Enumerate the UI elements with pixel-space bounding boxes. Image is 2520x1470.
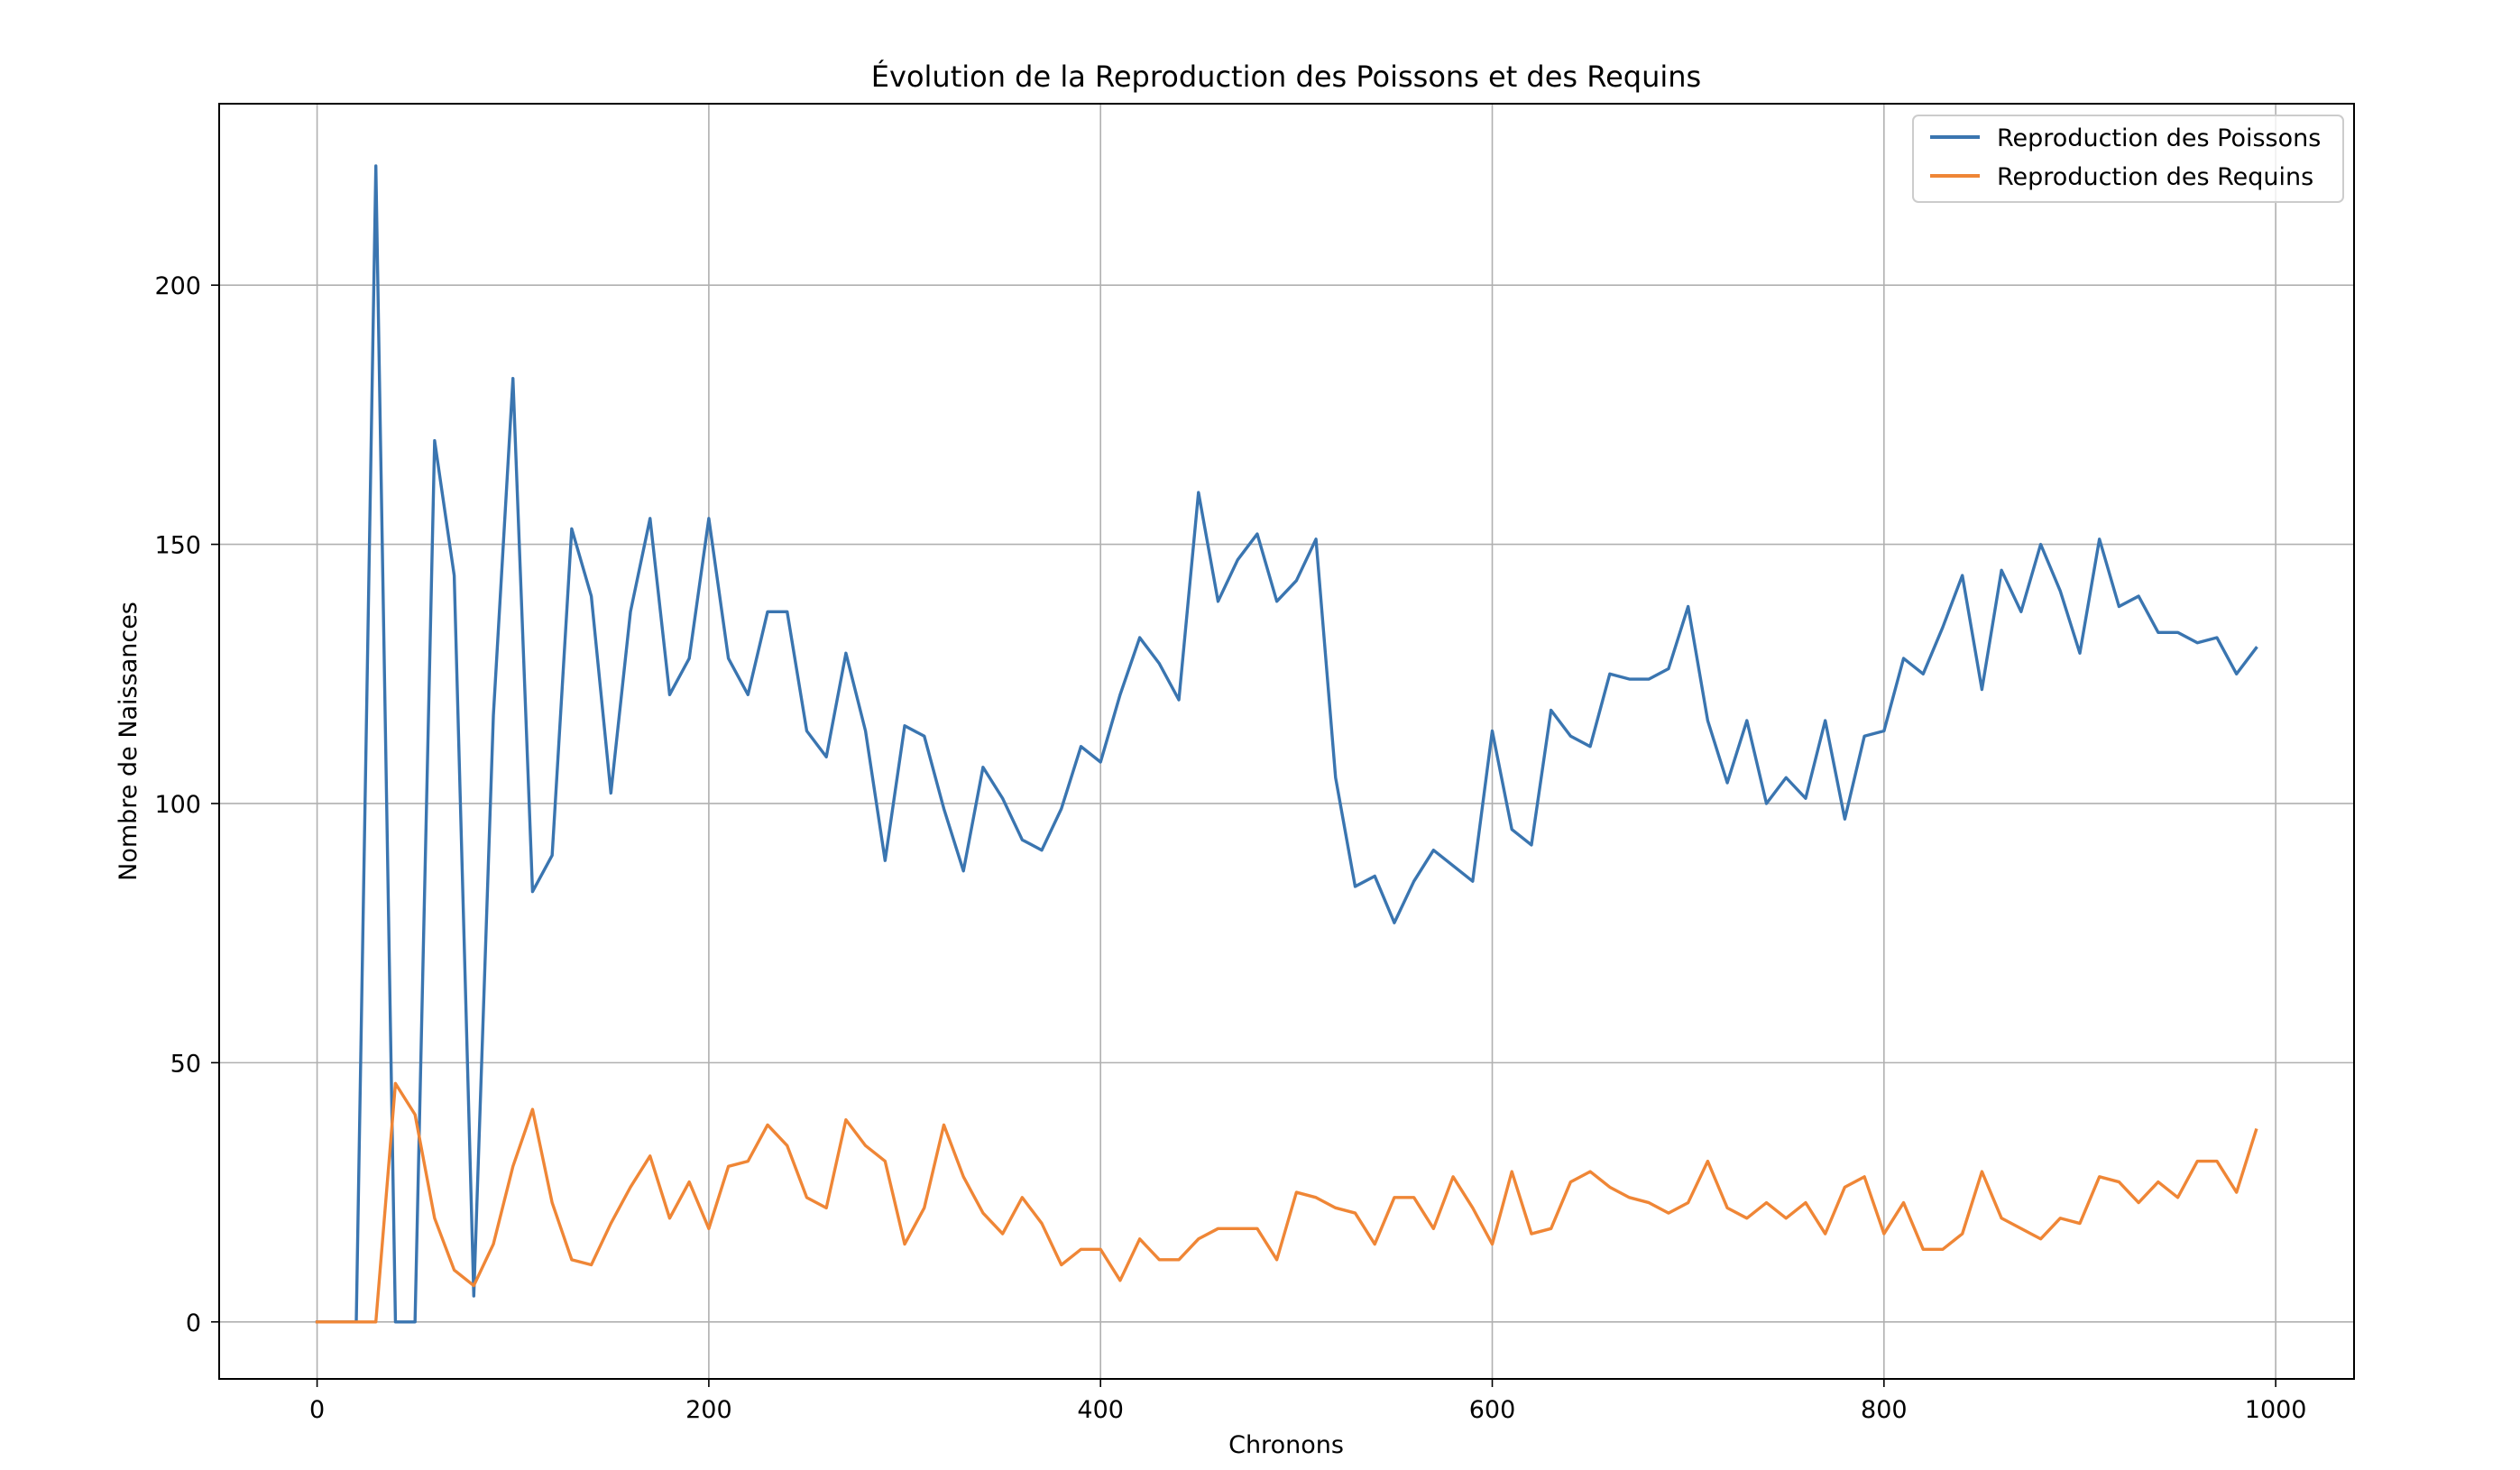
x-axis-label: Chronons bbox=[1228, 1431, 1344, 1459]
y-tick-label: 200 bbox=[154, 272, 201, 300]
x-tick-label: 600 bbox=[1469, 1396, 1516, 1424]
y-axis-label: Nombre de Naissances bbox=[115, 602, 143, 881]
legend-label-requins: Reproduction des Requins bbox=[1997, 163, 2313, 191]
legend: Reproduction des Poissons Reproduction d… bbox=[1912, 115, 2344, 203]
legend-box bbox=[1912, 115, 2344, 203]
series-lines bbox=[315, 164, 2258, 1324]
y-tick-label: 100 bbox=[154, 791, 201, 819]
x-tick-label: 200 bbox=[685, 1396, 732, 1424]
x-axis-ticks: 0 200 400 600 800 1000 bbox=[309, 1379, 2307, 1424]
series-line-poissons bbox=[315, 164, 2258, 1324]
y-tick-label: 150 bbox=[154, 532, 201, 560]
x-tick-label: 400 bbox=[1077, 1396, 1124, 1424]
y-tick-label: 0 bbox=[186, 1309, 201, 1337]
y-gridlines bbox=[219, 284, 2354, 1323]
y-tick-label: 50 bbox=[170, 1050, 201, 1078]
chart-title: Évolution de la Reproduction des Poisson… bbox=[871, 60, 1701, 94]
legend-label-poissons: Reproduction des Poissons bbox=[1997, 124, 2321, 152]
x-tick-label: 800 bbox=[1861, 1396, 1908, 1424]
series-line-requins bbox=[315, 1081, 2258, 1324]
x-tick-label: 1000 bbox=[2245, 1396, 2307, 1424]
x-tick-label: 0 bbox=[309, 1396, 325, 1424]
y-axis-ticks: 0 50 100 150 200 bbox=[154, 272, 219, 1337]
x-gridlines bbox=[316, 104, 2276, 1379]
plot-area-frame bbox=[218, 103, 2355, 1380]
